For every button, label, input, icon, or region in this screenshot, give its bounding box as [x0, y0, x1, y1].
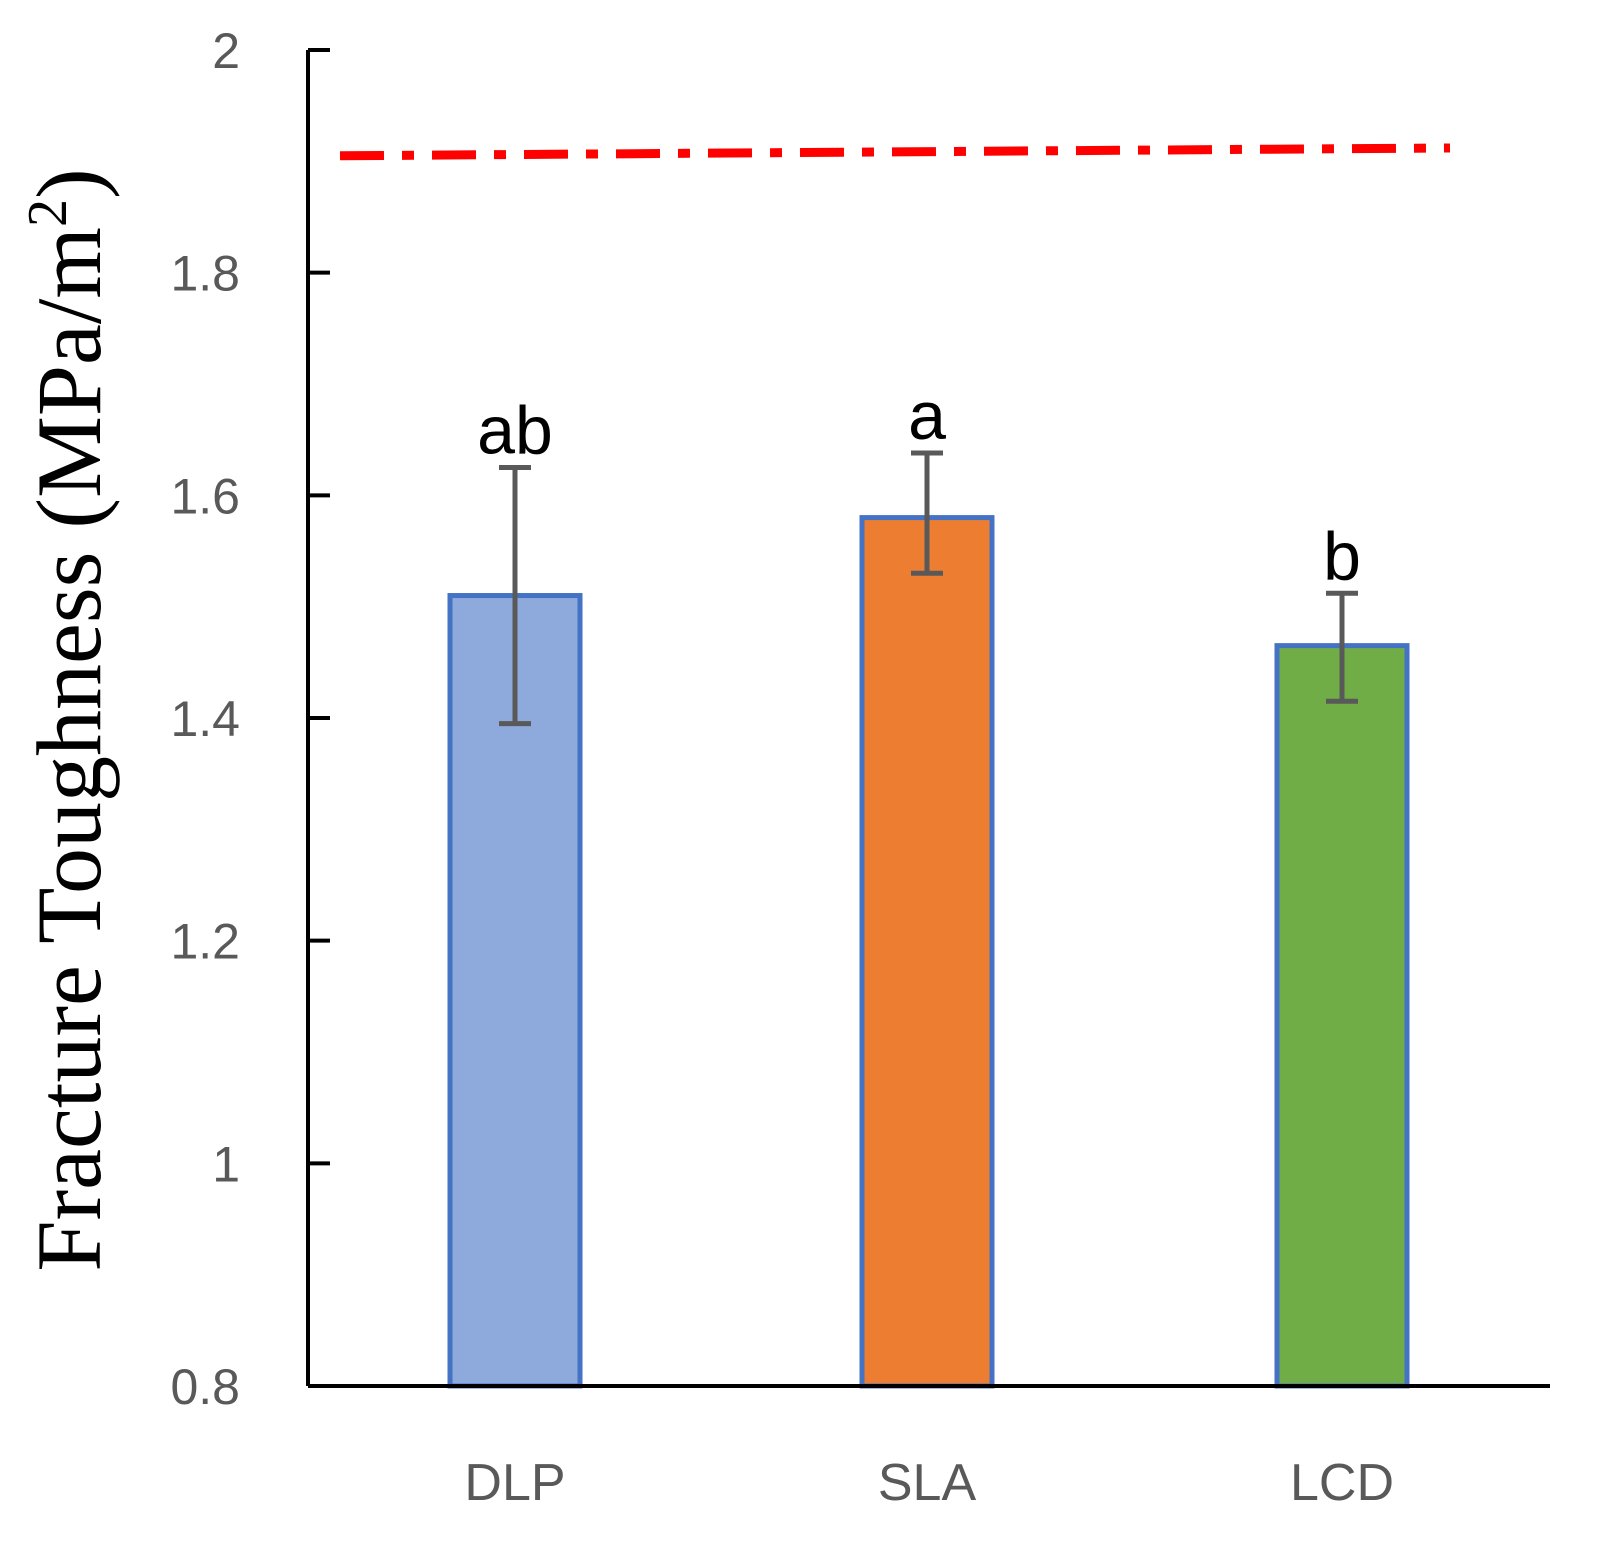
- significance-label: ab: [477, 393, 553, 469]
- y-tick-label: 1.4: [170, 691, 240, 747]
- bar-lcd: [1274, 643, 1410, 1389]
- y-tick-label: 1: [212, 1136, 240, 1192]
- y-tick-label: 0.8: [170, 1359, 240, 1415]
- x-tick-label: DLP: [464, 1454, 565, 1512]
- reference-line: [339, 143, 1451, 161]
- x-tick-label: LCD: [1290, 1454, 1394, 1512]
- y-axis-title: Fracture Toughness (MPa/m2): [17, 168, 120, 1271]
- significance-label: a: [908, 378, 946, 454]
- x-tick-label: SLA: [878, 1454, 977, 1512]
- bar-sla: [859, 515, 995, 1389]
- significance-label: b: [1323, 518, 1361, 594]
- y-tick-label: 1.2: [170, 914, 240, 970]
- y-tick-label: 1.8: [170, 246, 240, 302]
- y-axis-title-superscript: 2: [17, 199, 79, 227]
- y-tick-label: 2: [212, 23, 240, 79]
- y-axis-title-main: Fracture Toughness (MPa/m: [18, 227, 120, 1272]
- bar-dlp: [447, 593, 583, 1389]
- y-axis-title-close: ): [18, 168, 120, 199]
- y-tick-label: 1.6: [170, 468, 240, 524]
